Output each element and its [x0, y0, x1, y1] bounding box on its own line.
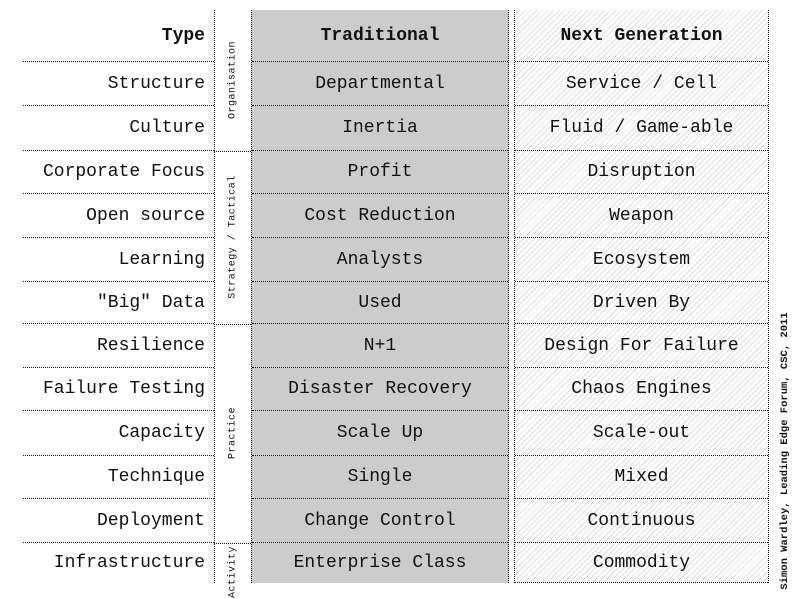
traditional-cell: Cost Reduction: [252, 194, 508, 238]
row-label: Capacity: [23, 411, 214, 456]
next-generation-cell: Scale-out: [515, 411, 768, 456]
row-label: Learning: [23, 238, 214, 282]
next-generation-cell: Mixed: [515, 456, 768, 499]
row-label: Culture: [23, 106, 214, 151]
group-strip: Organisation Strategy / Tactical Practic…: [214, 10, 251, 598]
traditional-cell: Used: [252, 282, 508, 324]
row-label: Open source: [23, 194, 214, 238]
next-generation-cell-header: Next Generation: [515, 10, 768, 62]
traditional-column: Traditional Departmental Inertia Profit Cost…: [251, 10, 509, 583]
traditional-cell: Disaster Recovery: [252, 368, 508, 411]
traditional-cell: Inertia: [252, 106, 508, 151]
traditional-cell: Profit: [252, 151, 508, 194]
next-generation-cell: Weapon: [515, 194, 768, 238]
next-generation-cell: Commodity: [515, 543, 768, 583]
row-label-header: Type: [23, 10, 214, 62]
next-generation-cell: Driven By: [515, 282, 768, 324]
row-label: "Big" Data: [23, 282, 214, 324]
row-label: Technique: [23, 456, 214, 499]
group-label-activity: Activity: [227, 545, 239, 599]
next-generation-cell: Continuous: [515, 499, 768, 543]
traditional-cell: Departmental: [252, 62, 508, 106]
traditional-cell: Single: [252, 456, 508, 499]
attribution-text: Simon Wardley, Leading Edge Forum, CSC, …: [779, 312, 791, 590]
labels-divider-line: [214, 10, 215, 583]
row-label: Structure: [23, 62, 214, 106]
next-generation-cell: Service / Cell: [515, 62, 768, 106]
next-generation-cell: Ecosystem: [515, 238, 768, 282]
group-separator: [214, 543, 251, 544]
traditional-cell: N+1: [252, 324, 508, 368]
next-generation-cell: Disruption: [515, 151, 768, 194]
traditional-cell: Scale Up: [252, 411, 508, 456]
row-label: Deployment: [23, 499, 214, 543]
next-generation-cell: Design For Failure: [515, 324, 768, 368]
next-generation-cell: Fluid / Game-able: [515, 106, 768, 151]
group-label-strategy-tactical: Strategy / Tactical: [227, 175, 239, 299]
traditional-cell: Analysts: [252, 238, 508, 282]
row-label: Resilience: [23, 324, 214, 368]
row-label: Failure Testing: [23, 368, 214, 411]
traditional-cell: Change Control: [252, 499, 508, 543]
group-separator: [214, 151, 251, 152]
next-generation-cell: Chaos Engines: [515, 368, 768, 411]
next-generation-column: Next Generation Service / Cell Fluid / Gam…: [514, 10, 769, 583]
traditional-cell-header: Traditional: [252, 10, 508, 62]
row-labels-column: Type Structure Culture Corporate Focus Open …: [23, 10, 214, 583]
row-label: Corporate Focus: [23, 151, 214, 194]
group-separator: [214, 324, 251, 325]
group-label-organisation: Organisation: [227, 40, 239, 120]
row-label: Infrastructure: [53, 553, 205, 573]
traditional-cell: Enterprise Class: [293, 553, 467, 573]
group-label-practice: Practice: [227, 406, 239, 460]
